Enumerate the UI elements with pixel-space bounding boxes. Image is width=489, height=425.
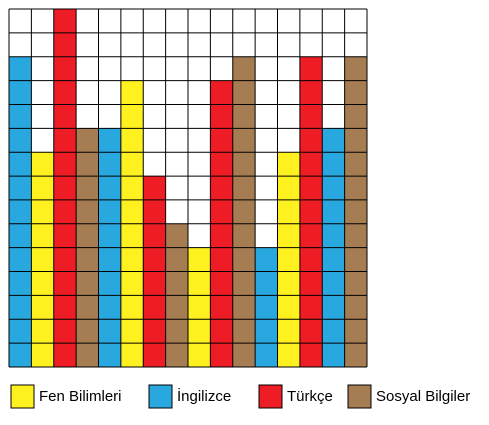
legend-swatch bbox=[258, 384, 283, 409]
legend-label: Türkçe bbox=[287, 388, 333, 405]
bar bbox=[188, 247, 211, 367]
bar bbox=[232, 56, 256, 367]
legend-label: Sosyal Bilgiler bbox=[376, 388, 470, 405]
legend-label: Fen Bilimleri bbox=[39, 388, 122, 405]
bar bbox=[299, 56, 323, 367]
bar bbox=[31, 152, 54, 367]
legend-swatch bbox=[347, 384, 372, 409]
bar bbox=[255, 247, 278, 367]
legend-swatch bbox=[10, 384, 35, 409]
bar bbox=[53, 9, 77, 367]
legend-label: İngilizce bbox=[177, 387, 231, 405]
bar bbox=[9, 56, 32, 367]
bar bbox=[277, 152, 300, 367]
bar bbox=[344, 56, 367, 367]
legend-swatch bbox=[148, 384, 173, 409]
